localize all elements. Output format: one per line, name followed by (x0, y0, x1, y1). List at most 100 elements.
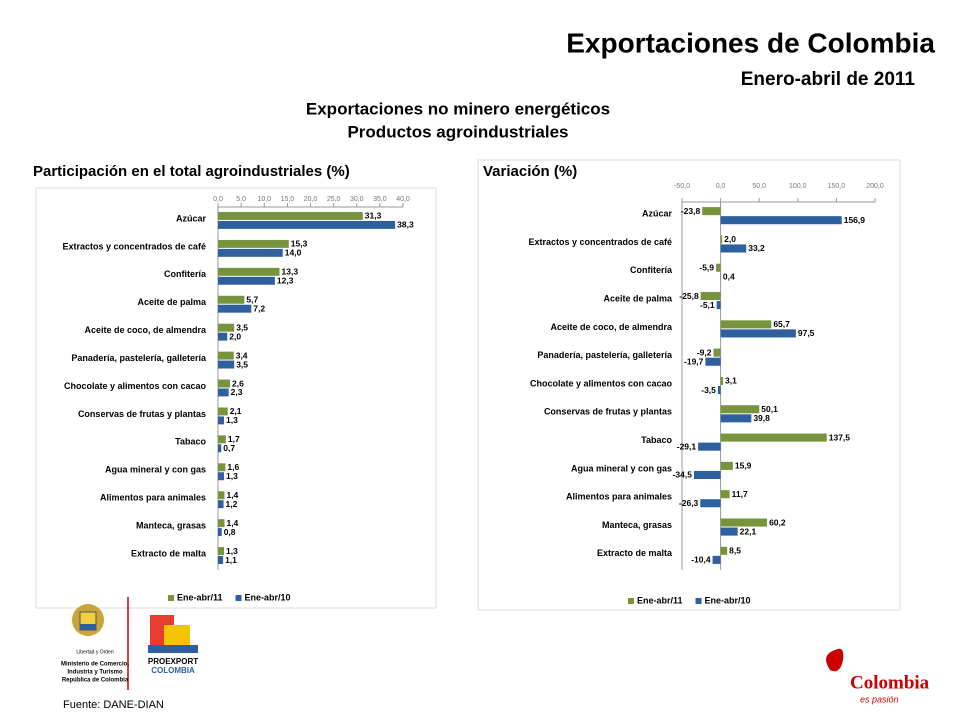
value-label: 2,0 (724, 234, 736, 244)
x-tick-label: 50,0 (752, 183, 766, 190)
value-label: 60,2 (769, 517, 786, 527)
category-label: Agua mineral y con gas (105, 465, 206, 475)
category-label: Extracto de malta (131, 548, 207, 558)
slide-subtitle: Enero-abril de 2011 (741, 69, 916, 90)
value-label: 0,7 (223, 443, 235, 453)
legend-label: Ene-abr/10 (245, 592, 291, 602)
value-label: 38,3 (397, 220, 414, 230)
category-label: Aceite de palma (137, 297, 207, 307)
category-label: Extracto de malta (597, 548, 673, 558)
value-label: 3,5 (236, 359, 248, 369)
value-label: 33,2 (748, 243, 765, 253)
category-label: Conservas de frutas y plantas (78, 409, 206, 419)
value-label: 65,7 (773, 319, 790, 329)
value-label: 0,4 (723, 272, 735, 282)
category-label: Manteca, grasas (136, 520, 206, 530)
value-label: 2,6 (232, 378, 244, 388)
value-label: 1,7 (228, 434, 240, 444)
bar (698, 442, 721, 451)
bar (218, 267, 280, 276)
bar (218, 239, 289, 248)
bar (218, 547, 225, 556)
ministry-text: Ministerio de Comercio, (61, 662, 129, 668)
x-tick-label: 0,0 (716, 183, 726, 190)
bar (218, 435, 226, 444)
bar (720, 320, 772, 329)
chart-frame (35, 187, 437, 609)
legend-swatch (235, 595, 242, 601)
value-label: 15,9 (735, 461, 752, 471)
category-label: Confitería (630, 265, 673, 275)
value-label: -10,4 (691, 555, 711, 565)
bar (720, 546, 728, 555)
bar (218, 500, 224, 509)
bar (720, 527, 738, 536)
value-label: 31,3 (365, 211, 382, 221)
category-label: Chocolate y alimentos con cacao (64, 381, 207, 391)
value-label: 1,1 (225, 555, 237, 565)
ministry-text: Industria y Turismo (67, 670, 123, 676)
category-label: Tabaco (175, 437, 206, 447)
bar (720, 490, 730, 499)
value-label: 1,3 (226, 415, 238, 425)
bar (716, 301, 721, 310)
value-label: 3,5 (236, 322, 248, 332)
bar (720, 518, 768, 527)
category-label: Panadería, pastelería, galletería (71, 353, 207, 363)
x-tick-label: 5,0 (236, 196, 246, 203)
value-label: 3,1 (725, 376, 737, 386)
value-label: 22,1 (740, 526, 757, 536)
bar (693, 470, 721, 479)
chart-frame (477, 159, 901, 611)
bar (712, 555, 721, 564)
bar (218, 491, 225, 500)
x-tick-label: 200,0 (866, 183, 884, 190)
bar (218, 323, 235, 332)
category-label: Extractos y concentrados de café (528, 237, 672, 247)
bar (218, 472, 225, 481)
heading: Productos agroindustriales (347, 122, 568, 141)
value-label: 5,7 (246, 295, 258, 305)
legend-swatch (628, 598, 634, 604)
chart-title: Participación en el total agroindustrial… (33, 163, 350, 180)
x-tick-label: 150,0 (828, 183, 846, 190)
bar (700, 499, 721, 508)
ministry-text: República de Colombia (62, 678, 129, 684)
category-label: Tabaco (641, 435, 672, 445)
slide-title: Exportaciones de Colombia (566, 27, 935, 58)
value-label: 1,3 (226, 546, 238, 556)
category-label: Manteca, grasas (602, 520, 672, 530)
bar (720, 329, 796, 338)
category-label: Aceite de coco, de almendra (550, 322, 673, 332)
ministry-text: Libertad y Orden (76, 649, 113, 655)
bar (218, 444, 222, 453)
chart-title: Variación (%) (483, 163, 577, 180)
value-label: 1,4 (226, 518, 238, 528)
category-label: Aceite de coco, de almendra (84, 325, 207, 335)
value-label: 1,4 (226, 490, 238, 500)
bar (218, 416, 225, 425)
bar (218, 304, 252, 313)
bar (218, 556, 224, 564)
value-label: -9,2 (697, 347, 712, 357)
x-tick-label: 20,0 (304, 196, 318, 203)
x-tick-label: 25,0 (327, 196, 341, 203)
value-label: 137,5 (829, 432, 851, 442)
value-label: -3,5 (701, 385, 716, 395)
category-label: Alimentos para animales (566, 492, 672, 502)
bar (716, 263, 721, 272)
proexport-logo (148, 615, 198, 653)
legend-label: Ene-abr/10 (705, 595, 751, 605)
x-tick-label: 30,0 (350, 196, 364, 203)
bar (218, 351, 234, 360)
value-label: 1,2 (226, 499, 238, 509)
source: Fuente: DANE-DIAN (63, 699, 164, 711)
bar (705, 357, 721, 366)
bar (720, 461, 733, 470)
bar (218, 528, 222, 537)
legend-label: Ene-abr/11 (177, 592, 223, 602)
value-label: 2,1 (230, 406, 242, 416)
bar (720, 244, 747, 253)
value-label: -34,5 (673, 470, 693, 480)
